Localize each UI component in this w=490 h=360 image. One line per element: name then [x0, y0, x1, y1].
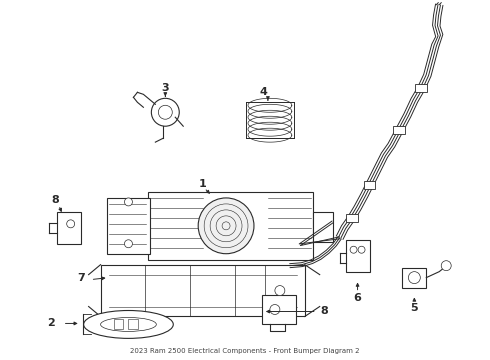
Ellipse shape: [100, 318, 156, 332]
Text: 3: 3: [162, 84, 169, 93]
Bar: [128, 319, 138, 329]
Text: 6: 6: [354, 293, 362, 302]
Circle shape: [270, 305, 280, 315]
Text: 2023 Ram 2500 Electrical Components - Front Bumper Diagram 2: 2023 Ram 2500 Electrical Components - Fr…: [130, 348, 360, 354]
Bar: [345, 240, 369, 272]
Bar: [114, 319, 123, 329]
Circle shape: [275, 285, 285, 296]
Ellipse shape: [84, 310, 173, 338]
Text: 1: 1: [198, 179, 206, 189]
Bar: [402, 268, 426, 288]
Text: 7: 7: [77, 273, 84, 283]
Circle shape: [124, 240, 132, 248]
Circle shape: [358, 246, 365, 253]
Text: 8: 8: [321, 306, 329, 316]
Bar: [416, 84, 427, 92]
Circle shape: [151, 98, 179, 126]
Bar: [364, 181, 375, 189]
Bar: [345, 214, 358, 222]
Circle shape: [441, 261, 451, 271]
Circle shape: [158, 105, 172, 119]
Bar: [106, 198, 150, 254]
Circle shape: [408, 272, 420, 284]
Bar: [313, 212, 333, 242]
Text: 8: 8: [52, 195, 60, 205]
Circle shape: [198, 198, 254, 254]
Bar: [393, 126, 405, 134]
Bar: [100, 265, 305, 316]
Bar: [148, 192, 313, 260]
Text: 5: 5: [411, 302, 418, 312]
Text: 4: 4: [260, 87, 268, 97]
Circle shape: [67, 220, 74, 228]
Text: 2: 2: [47, 319, 54, 328]
Bar: [57, 212, 81, 244]
Circle shape: [350, 246, 357, 253]
Bar: [262, 294, 296, 324]
Circle shape: [124, 198, 132, 206]
